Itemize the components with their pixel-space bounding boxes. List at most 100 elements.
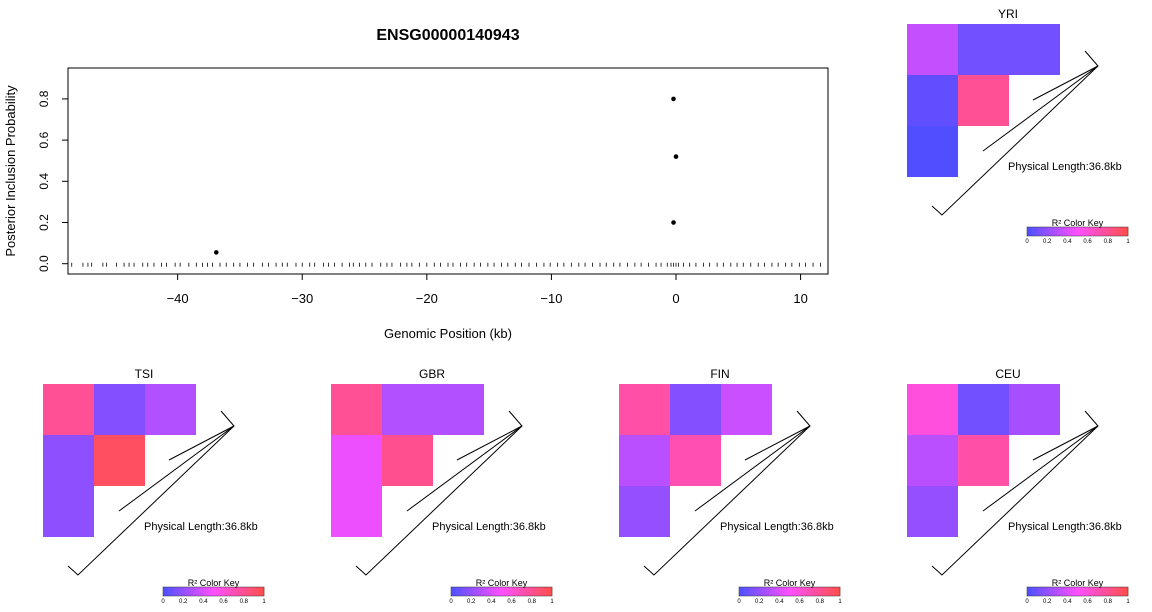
ld-cell: [94, 435, 145, 486]
ld-cell: [670, 435, 721, 486]
color-key-swatch: [1044, 587, 1048, 596]
color-key-tick-label: 0.2: [1043, 599, 1052, 605]
color-key-swatch: [822, 587, 826, 596]
color-key-swatch: [1120, 227, 1124, 236]
color-key-swatch: [488, 587, 492, 596]
color-key-swatch: [1087, 587, 1091, 596]
color-key-swatch: [1047, 587, 1051, 596]
x-axis: −40 −30 −20 −10 0 10: [167, 274, 808, 306]
ld-cell: [958, 24, 1009, 75]
color-key-swatch: [453, 587, 457, 596]
color-key-swatch: [463, 587, 467, 596]
color-key-swatch: [195, 587, 199, 596]
color-key-swatch: [170, 587, 174, 596]
color-key-swatch: [233, 587, 237, 596]
color-key-swatch: [506, 587, 510, 596]
color-key-swatch: [1090, 227, 1093, 236]
color-key-swatch: [749, 587, 752, 596]
color-key-swatch: [1052, 227, 1056, 236]
physical-length-bracket: [67, 410, 235, 576]
color-key-tick-label: 1: [838, 599, 842, 605]
x-tick-label: 0: [672, 291, 679, 306]
color-key-swatch: [1054, 587, 1058, 596]
color-key-swatch: [1072, 587, 1076, 596]
color-key-swatch: [792, 587, 795, 596]
color-key-swatch: [809, 587, 813, 596]
color-key-tick-label: 0.2: [755, 599, 764, 605]
color-key-swatch: [1077, 587, 1081, 596]
color-key-swatch: [794, 587, 798, 596]
y-tick-label: 0.2: [37, 214, 51, 231]
color-key-title: R² Color Key: [1052, 578, 1104, 588]
panel-title: YRI: [998, 7, 1018, 21]
color-key-swatch: [814, 587, 818, 596]
color-key-tick-label: 0.2: [179, 599, 188, 605]
ld-panel-tsi: TSI Physical Length:36.8kb R² Color Key 0 0.…: [43, 367, 266, 605]
color-key-swatch: [208, 587, 212, 596]
color-key-swatch: [1047, 227, 1051, 236]
x-tick-label: 10: [793, 291, 807, 306]
color-key-tick-label: 0.4: [487, 599, 496, 605]
color-key-swatch: [807, 587, 810, 596]
color-key-swatch: [799, 587, 803, 596]
color-key-swatch: [1082, 227, 1086, 236]
color-key-swatch: [1074, 587, 1078, 596]
color-key-swatch: [1032, 227, 1035, 236]
ld-cell: [907, 75, 958, 126]
color-key-swatch: [1102, 227, 1106, 236]
color-key-swatch: [248, 587, 252, 596]
y-tick-label: 0.4: [37, 173, 51, 190]
ld-panel-yri: YRI Physical Length:36.8kb R² Color Key 0 0.…: [907, 7, 1130, 245]
color-key-swatch: [1105, 587, 1109, 596]
color-key-swatch: [781, 587, 785, 596]
color-key-swatch: [1067, 587, 1071, 596]
color-key-frame: [450, 586, 553, 597]
physical-length-label: Physical Length:36.8kb: [1008, 161, 1122, 173]
panel-title: TSI: [135, 367, 154, 381]
color-key-swatch: [228, 587, 232, 596]
color-key-swatch: [501, 587, 505, 596]
color-key-swatch: [1107, 227, 1111, 236]
ld-cell: [94, 384, 145, 435]
color-key-swatch: [241, 587, 245, 596]
color-key-tick-label: 0.6: [507, 599, 516, 605]
color-key-swatch: [203, 587, 207, 596]
color-key-swatch: [216, 587, 219, 596]
color-key-swatch: [258, 587, 262, 596]
color-key-swatch: [1090, 587, 1093, 596]
plot-frame: [67, 67, 829, 275]
color-key-swatch: [1110, 587, 1114, 596]
color-key-tick-label: 0.4: [1063, 239, 1072, 245]
color-key-swatch: [739, 587, 742, 596]
color-key-swatch: [486, 587, 490, 596]
color-key-swatch: [774, 587, 778, 596]
color-key-swatch: [519, 587, 522, 596]
color-key-tick-label: 1: [550, 599, 554, 605]
color-key-tick-label: 1: [1126, 239, 1130, 245]
color-key-swatch: [221, 587, 224, 596]
color-key-swatch: [546, 587, 550, 596]
color-key-swatch: [812, 587, 816, 596]
ld-cell: [958, 75, 1009, 126]
color-key-swatch: [451, 587, 454, 596]
color-key-swatch: [226, 587, 229, 596]
ld-cell: [382, 435, 433, 486]
color-key-swatch: [764, 587, 768, 596]
color-key-swatch: [1054, 227, 1058, 236]
color-key-title: R² Color Key: [764, 578, 816, 588]
color-key-swatch: [468, 587, 472, 596]
color-key-swatch: [236, 587, 240, 596]
color-key-swatch: [1080, 587, 1083, 596]
y-tick-label: 0.8: [37, 90, 51, 107]
x-axis-label: Genomic Position (kb): [384, 326, 512, 341]
color-key-swatch: [1107, 587, 1111, 596]
panel-title: CEU: [995, 367, 1020, 381]
color-key-swatch: [832, 587, 836, 596]
color-key-swatch: [213, 587, 217, 596]
color-key-swatch: [1092, 587, 1096, 596]
ld-cell: [1009, 24, 1060, 75]
color-key-swatch: [1039, 587, 1043, 596]
color-key-swatch: [1027, 587, 1030, 596]
color-key-tick-label: 1: [262, 599, 266, 605]
color-key-swatch: [759, 587, 763, 596]
